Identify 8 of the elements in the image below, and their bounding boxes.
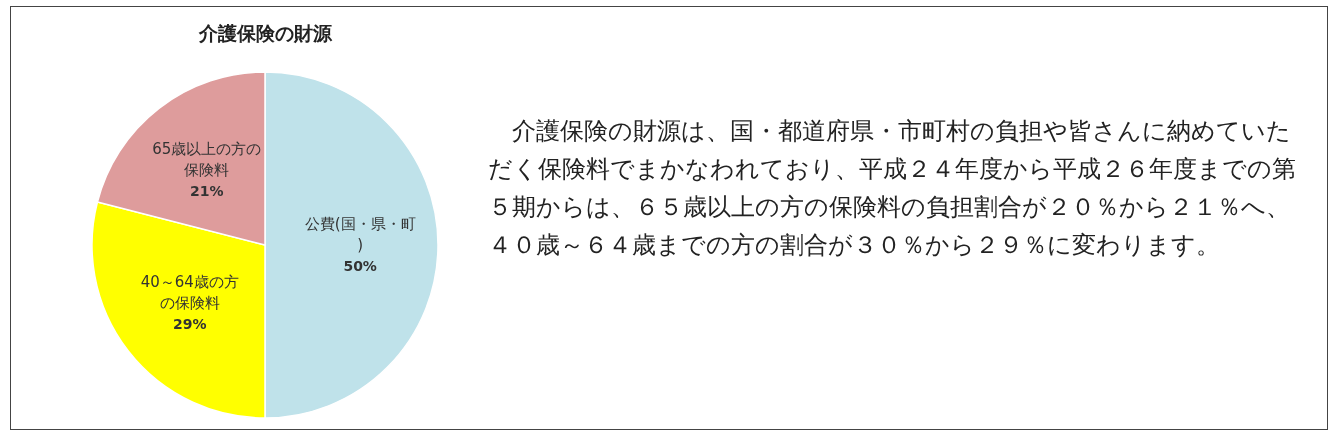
chart-title: 介護保険の財源 xyxy=(197,22,333,44)
slice-label: 公費(国・県・町) xyxy=(304,215,416,254)
text: 介護保険の財源は、国・都道府県・市町村の負担や皆さんに納めていただく保険料でまかなわれており、平成２４年度から平成２６年度までの第５期からは、６５歳以上の方の保険料の負担割合が２０％から２１％へ、４０歳～６４歳までの方の割合が３０％から２９％に変わります。 xyxy=(488,116,1297,261)
data-label: 29% xyxy=(173,316,207,333)
data-label: 50% xyxy=(343,258,377,274)
slice-label: 65歳以上の方の保険料 xyxy=(152,139,262,179)
slice-label: 40～64歳の方の保険料 xyxy=(140,273,239,313)
data-label: 21% xyxy=(189,182,224,199)
